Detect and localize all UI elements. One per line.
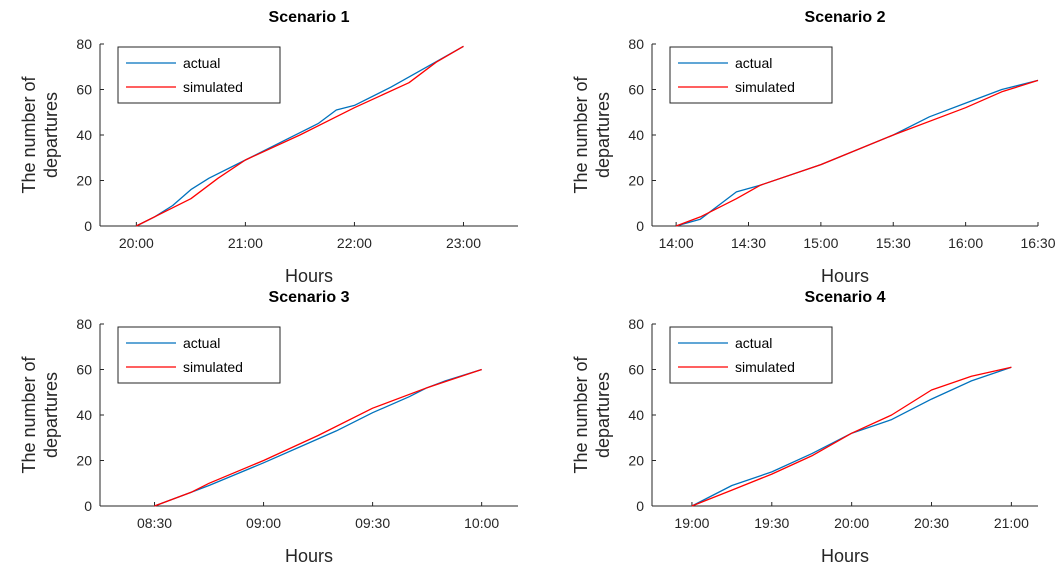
y-axis-label-line: departures	[41, 372, 61, 458]
y-tick-label: 40	[76, 127, 92, 143]
y-tick-label: 0	[636, 218, 644, 234]
y-tick-label: 40	[76, 407, 92, 423]
y-axis-label-line: departures	[593, 92, 613, 178]
legend-label-simulated: simulated	[735, 79, 795, 95]
legend-box	[669, 46, 833, 104]
x-tick-label: 22:00	[337, 235, 372, 251]
y-tick-label: 20	[628, 453, 644, 469]
series-line-simulated	[675, 79, 1039, 227]
y-tick-label: 40	[628, 407, 644, 423]
x-axis-label: Hours	[285, 266, 333, 286]
panel-scenario-4: 0 20 40 60 80 19:00 19:30 20:00 20:30 21:00 Scenar…	[571, 289, 1038, 566]
x-tick-label: 23:00	[446, 235, 481, 251]
x-tick-label: 15:00	[803, 235, 838, 251]
x-axis-label: Hours	[821, 546, 869, 566]
legend: actual simulated	[669, 46, 833, 104]
y-tick-label: 40	[628, 127, 644, 143]
legend: actual simulated	[117, 326, 281, 384]
y-tick-label: 20	[628, 173, 644, 189]
legend-label-simulated: simulated	[183, 359, 243, 375]
legend-label-actual: actual	[735, 335, 772, 351]
x-tick-label: 08:30	[137, 515, 172, 531]
legend: actual simulated	[669, 326, 833, 384]
x-axis-label: Hours	[821, 266, 869, 286]
y-tick-label: 80	[76, 316, 92, 332]
y-tick-label: 60	[76, 82, 92, 98]
y-axis-label-line: departures	[593, 372, 613, 458]
x-tick-label: 19:30	[754, 515, 789, 531]
series-line-simulated	[154, 368, 482, 507]
x-tick-label: 16:30	[1020, 235, 1055, 251]
panel-scenario-3: 0 20 40 60 80 08:30 09:00 09:30 10:00 Scenario 3 H…	[19, 289, 518, 566]
y-tick-label: 80	[628, 36, 644, 52]
x-tick-label: 20:00	[119, 235, 154, 251]
legend-label-simulated: simulated	[735, 359, 795, 375]
legend-label-actual: actual	[735, 55, 772, 71]
x-tick-label: 14:00	[659, 235, 694, 251]
x-tick-label: 10:00	[464, 515, 499, 531]
x-tick-label: 20:30	[914, 515, 949, 531]
legend-label-actual: actual	[183, 335, 220, 351]
y-tick-label: 80	[628, 316, 644, 332]
legend-label-actual: actual	[183, 55, 220, 71]
y-axis-label: The number of departures	[19, 75, 61, 193]
chart-title: Scenario 4	[805, 289, 886, 306]
y-tick-label: 0	[636, 498, 644, 514]
chart-title: Scenario 1	[269, 9, 350, 26]
series-line-simulated	[691, 366, 1012, 507]
y-axis-label-line: departures	[41, 92, 61, 178]
series-line-actual	[691, 366, 1012, 507]
y-axis-label: The number of departures	[19, 355, 61, 473]
y-axis-label-line: The number of	[19, 75, 39, 193]
legend-box	[117, 46, 281, 104]
y-axis-label: The number of departures	[571, 75, 613, 193]
y-axis-label-line: The number of	[19, 355, 39, 473]
y-tick-label: 0	[84, 218, 92, 234]
chart-title: Scenario 2	[805, 9, 886, 26]
x-tick-label: 19:00	[674, 515, 709, 531]
y-tick-label: 60	[76, 362, 92, 378]
x-axis-label: Hours	[285, 546, 333, 566]
legend: actual simulated	[117, 46, 281, 104]
x-tick-label: 09:00	[246, 515, 281, 531]
y-tick-label: 60	[628, 82, 644, 98]
x-tick-label: 20:00	[834, 515, 869, 531]
chart-title: Scenario 3	[269, 289, 350, 306]
y-tick-label: 20	[76, 173, 92, 189]
series-line-simulated	[136, 45, 464, 227]
x-tick-label: 14:30	[731, 235, 766, 251]
y-tick-label: 0	[84, 498, 92, 514]
series-line-actual	[136, 45, 464, 227]
y-axis-label-line: The number of	[571, 355, 591, 473]
x-tick-label: 09:30	[355, 515, 390, 531]
x-tick-label: 15:30	[876, 235, 911, 251]
x-tick-label: 21:00	[994, 515, 1029, 531]
y-tick-label: 60	[628, 362, 644, 378]
x-tick-label: 21:00	[228, 235, 263, 251]
legend-box	[117, 326, 281, 384]
y-tick-label: 20	[76, 453, 92, 469]
y-axis-label: The number of departures	[571, 355, 613, 473]
y-axis-label-line: The number of	[571, 75, 591, 193]
panel-scenario-1: 0 20 40 60 80 20:00 21:00 22:00 23:00 Scenario 1 H…	[19, 9, 518, 286]
y-tick-label: 80	[76, 36, 92, 52]
legend-label-simulated: simulated	[183, 79, 243, 95]
legend-box	[669, 326, 833, 384]
panel-scenario-2: 0 20 40 60 80 14:00 14:30 15:00 15:30 16:00 16:30 S…	[571, 9, 1056, 286]
x-tick-label: 16:00	[948, 235, 983, 251]
